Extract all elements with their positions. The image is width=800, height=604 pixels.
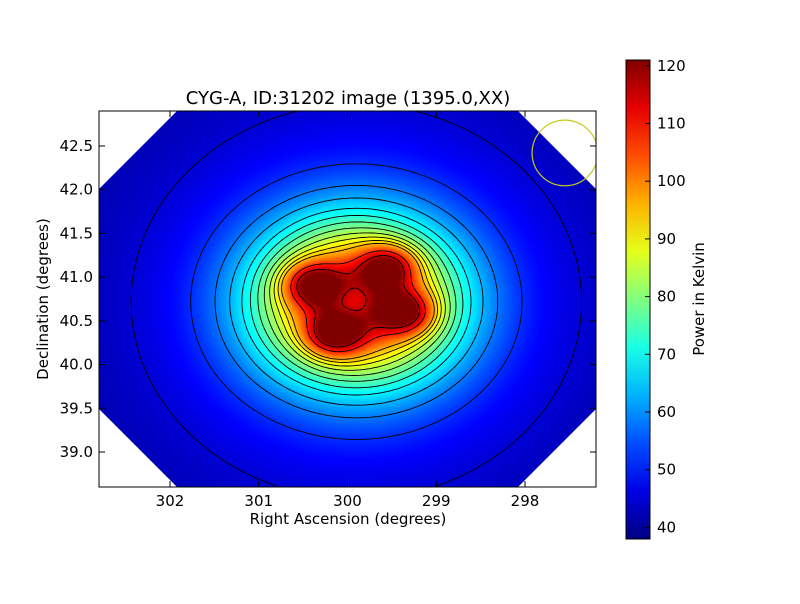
y-tick-label: 42.0 [60, 181, 93, 199]
contour-line [249, 214, 464, 389]
colorbar-tick-label: 100 [657, 172, 686, 190]
y-axis: 39.0 39.5 40.0 40.5 41.0 41.5 42.0 42.5 [60, 137, 596, 461]
chart-title: CYG-A, ID:31202 image (1395.0,XX) [186, 88, 510, 109]
colorbar-label: Power in Kelvin [690, 242, 708, 356]
contour-line [214, 184, 499, 419]
x-axis-label: Right Ascension (degrees) [250, 510, 447, 528]
colorbar: 40 50 60 70 80 90 100 110 120 Power in Kelvin [625, 57, 708, 540]
contour-line [130, 111, 583, 487]
colorbar-gradient [625, 59, 651, 540]
x-tick-label: 299 [422, 492, 451, 510]
colorbar-tick-label: 90 [657, 230, 676, 248]
x-tick-label: 301 [244, 492, 273, 510]
colorbar-tick-label: 40 [657, 518, 676, 536]
y-tick-label: 42.5 [60, 137, 93, 155]
y-tick-label: 40.5 [60, 312, 93, 330]
heatmap-image [99, 111, 596, 487]
y-tick-label: 41.0 [60, 268, 93, 286]
colorbar-tick-label: 60 [657, 403, 676, 421]
colorbar-tick-label: 110 [657, 114, 686, 132]
y-tick-label: 40.0 [60, 356, 93, 374]
contour-line [273, 236, 442, 367]
plot-area: 302 301 300 299 298 39.0 39.5 40.0 40.5 41.0 41.5… [60, 110, 597, 510]
x-tick-label: 298 [511, 492, 540, 510]
contour-line [296, 255, 420, 348]
y-tick-label: 41.5 [60, 224, 93, 242]
colorbar-ticks: 40 50 60 70 80 90 100 110 120 [645, 57, 686, 536]
beam-circle [531, 119, 596, 187]
colorbar-tick-label: 50 [657, 461, 676, 479]
contour-line [257, 221, 457, 382]
y-axis-label: Declination (degrees) [34, 218, 52, 380]
contour-line [229, 197, 484, 406]
contour-line [290, 250, 426, 353]
y-tick-label: 39.0 [60, 443, 93, 461]
contour-line [190, 163, 523, 440]
colorbar-tick-label: 70 [657, 345, 676, 363]
colorbar-tick-label: 120 [657, 57, 686, 75]
x-tick-label: 302 [156, 492, 185, 510]
contour-line [269, 232, 446, 371]
x-axis: 302 301 300 299 298 [156, 111, 540, 510]
x-tick-label: 300 [333, 492, 362, 510]
contour-line [263, 227, 451, 376]
y-tick-label: 39.5 [60, 399, 93, 417]
contour-line [277, 240, 439, 363]
contour-line [281, 242, 435, 360]
contour-line [241, 207, 472, 396]
colorbar-tick-label: 80 [657, 288, 676, 306]
contour-lines [130, 111, 583, 487]
